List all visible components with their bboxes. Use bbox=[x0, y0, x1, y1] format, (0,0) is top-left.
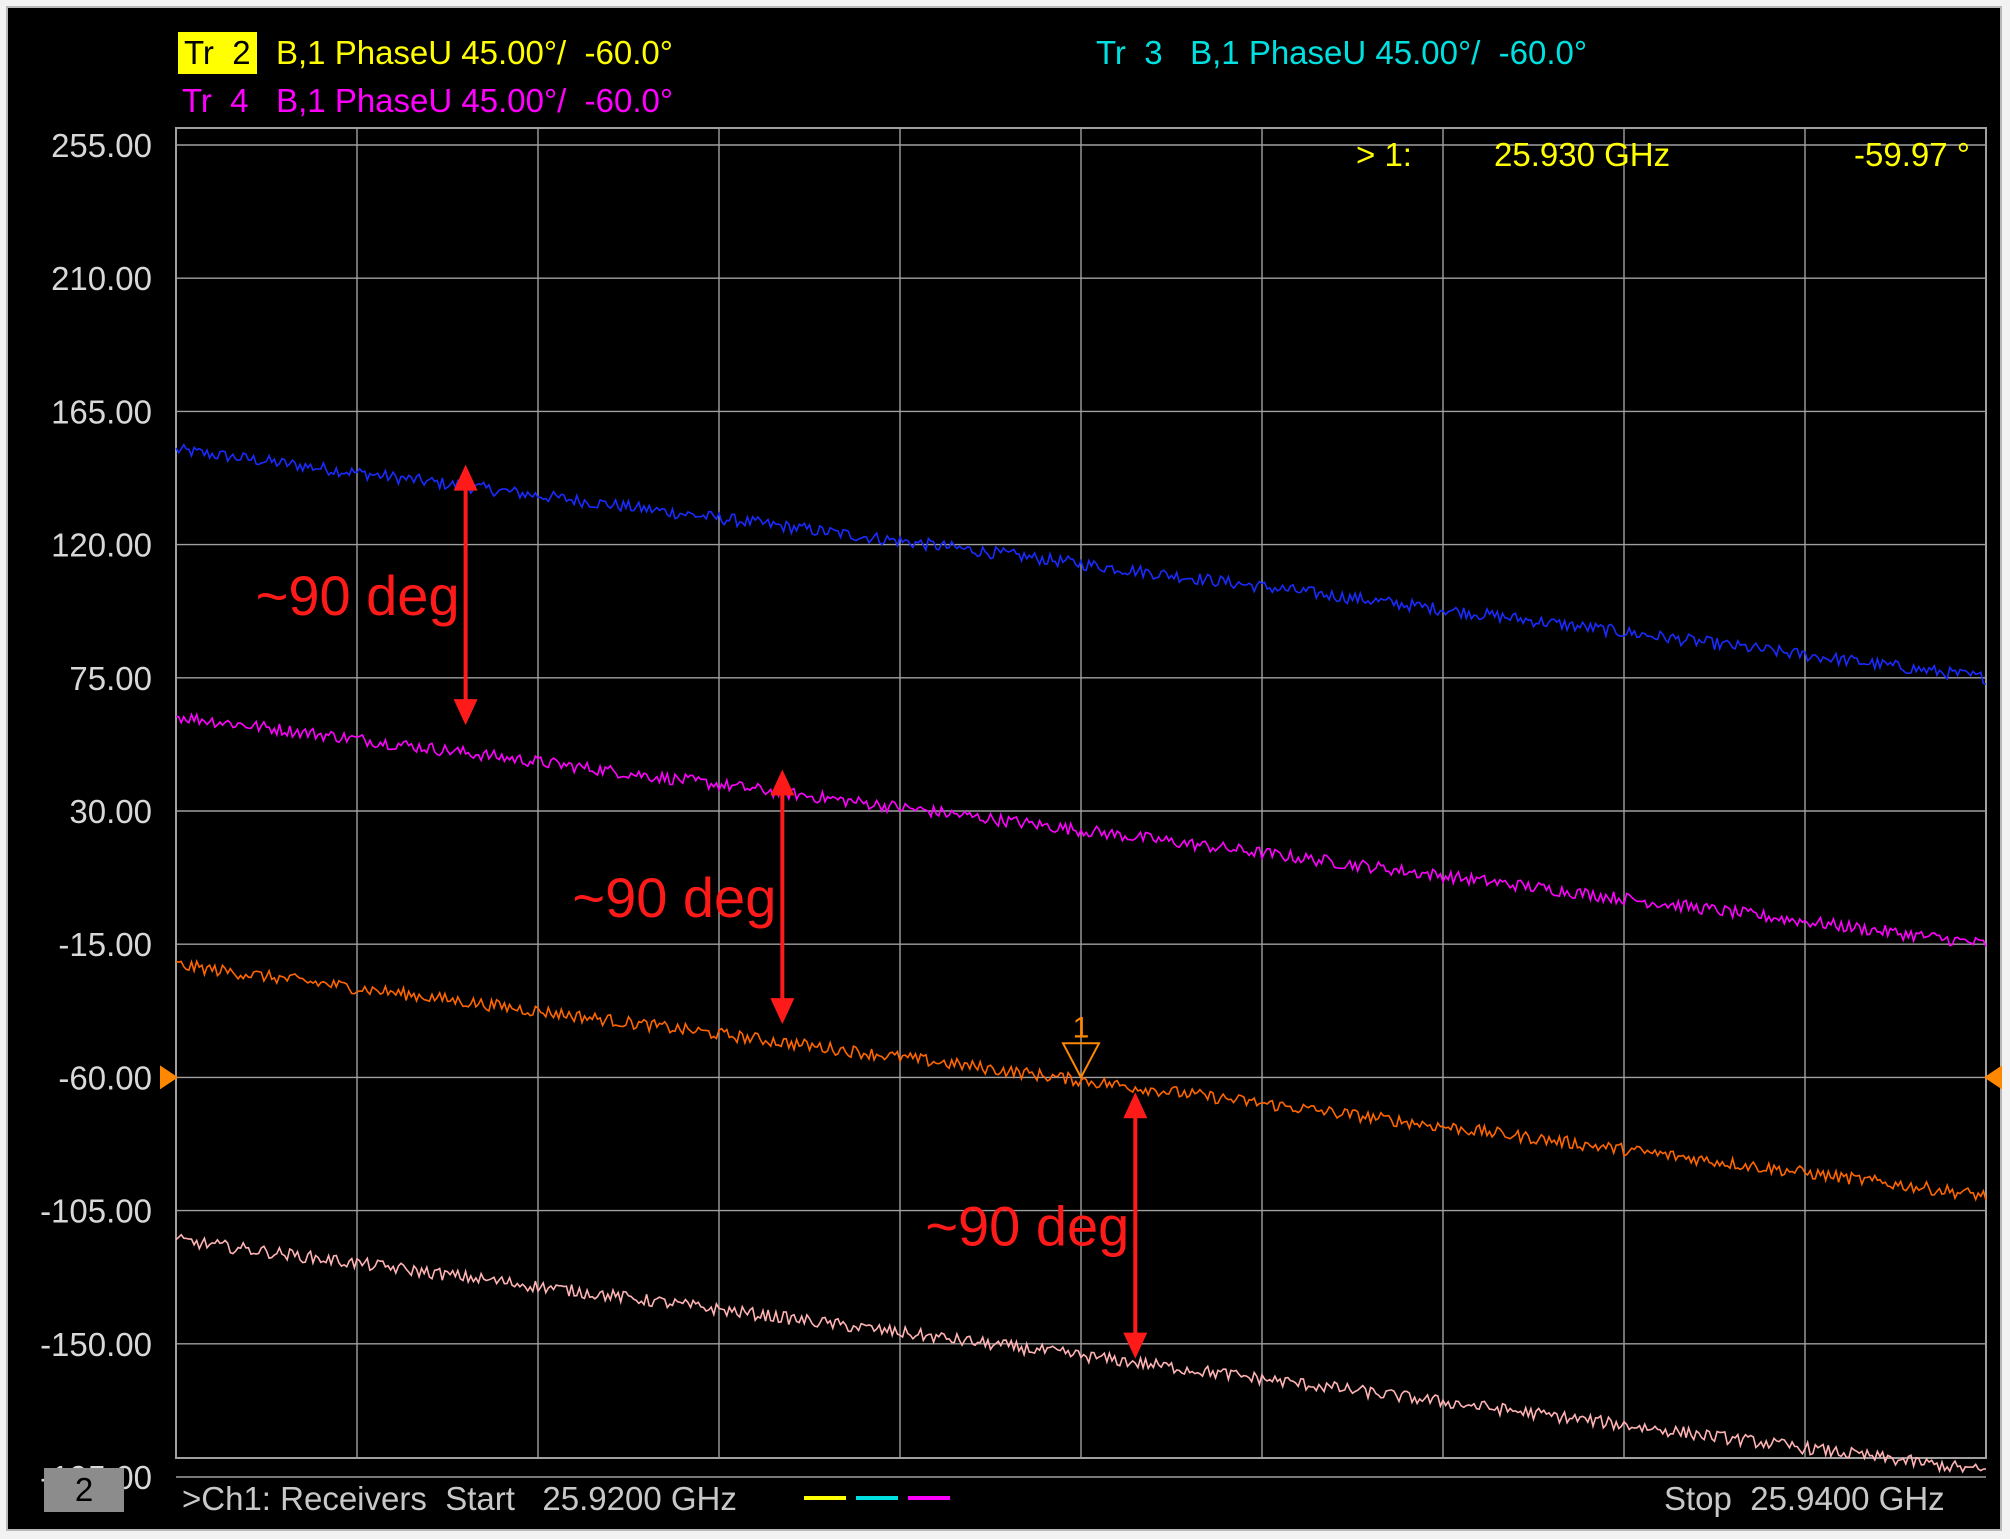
trace-line-3 bbox=[175, 959, 1987, 1202]
arrow-down-icon bbox=[770, 998, 795, 1025]
y-tick-label: 30.00 bbox=[69, 793, 152, 830]
y-tick-label: -105.00 bbox=[40, 1193, 152, 1230]
trace-line-4 bbox=[175, 1233, 1987, 1474]
tr4-description[interactable]: Tr 4 B,1 PhaseU 45.00°/ -60.0° bbox=[182, 82, 674, 119]
phase-chart: 255.00 210.00 165.00 120.00 75.00 30.00 -15.00… bbox=[40, 127, 2002, 1496]
tr2-description: B,1 PhaseU 45.00°/ -60.0° bbox=[276, 34, 673, 71]
arrow-up-icon bbox=[770, 769, 795, 796]
arrow-down-icon bbox=[453, 699, 478, 726]
marker-readout-frequency: 25.930 GHz bbox=[1494, 136, 1671, 173]
marker-1-label: 1 bbox=[1073, 1011, 1090, 1044]
y-tick-label: 75.00 bbox=[69, 660, 152, 697]
annotation-label-2: ~90 deg bbox=[572, 866, 776, 929]
analyzer-display: 255.00 210.00 165.00 120.00 75.00 30.00 -15.00… bbox=[6, 6, 2002, 1531]
y-tick-label: -60.00 bbox=[58, 1059, 152, 1096]
trace-line-1 bbox=[175, 443, 1987, 685]
y-tick-label: -15.00 bbox=[58, 926, 152, 963]
marker-1-icon bbox=[1061, 1042, 1101, 1080]
trace-line-2 bbox=[175, 712, 1987, 948]
legend-dash-tr2 bbox=[804, 1496, 846, 1500]
arrow-down-icon bbox=[1123, 1332, 1148, 1359]
legend-dash-tr4 bbox=[908, 1496, 950, 1500]
channel-start-text: >Ch1: Receivers Start 25.9200 GHz bbox=[182, 1480, 737, 1517]
y-tick-label: 165.00 bbox=[51, 393, 152, 430]
marker-readout-label: > 1: bbox=[1356, 136, 1412, 173]
tr2-label[interactable]: Tr 2 bbox=[178, 32, 257, 74]
arrow-up-icon bbox=[453, 464, 478, 491]
legend-dash-tr3 bbox=[856, 1496, 898, 1500]
channel-badge[interactable]: 2 bbox=[44, 1468, 124, 1512]
y-tick-label: 210.00 bbox=[51, 260, 152, 297]
y-tick-label: 255.00 bbox=[51, 127, 152, 164]
reference-level-right-icon bbox=[1984, 1065, 2002, 1090]
tr3-description[interactable]: Tr 3 B,1 PhaseU 45.00°/ -60.0° bbox=[1096, 34, 1588, 71]
y-tick-label: 120.00 bbox=[51, 527, 152, 564]
y-tick-label: -150.00 bbox=[40, 1326, 152, 1363]
annotation-label-3: ~90 deg bbox=[925, 1194, 1129, 1257]
arrow-up-icon bbox=[1123, 1092, 1148, 1119]
annotation-label-1: ~90 deg bbox=[256, 564, 460, 627]
marker-readout-value: -59.97 ° bbox=[1854, 136, 1970, 173]
reference-level-left-icon bbox=[160, 1065, 178, 1090]
stop-frequency-text: Stop 25.9400 GHz bbox=[1664, 1480, 1945, 1517]
